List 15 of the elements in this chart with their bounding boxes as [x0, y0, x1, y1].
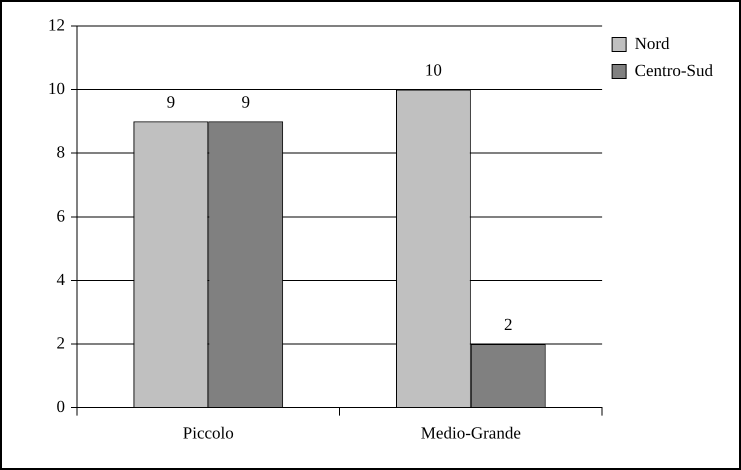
y-tick-label: 10: [48, 79, 65, 98]
y-tick-label: 0: [56, 397, 65, 416]
y-tick-label: 8: [56, 142, 65, 162]
data-label: 2: [504, 314, 512, 334]
y-tick-label: 4: [56, 270, 66, 289]
y-tick-label: 12: [48, 15, 65, 34]
legend-label: Centro-Sud: [634, 60, 714, 80]
data-label: 10: [424, 60, 442, 80]
y-tick-label: 2: [56, 333, 65, 352]
data-label: 9: [241, 92, 250, 112]
x-tick-label: Piccolo: [182, 423, 234, 442]
legend-label: Nord: [634, 34, 670, 53]
data-label: 9: [166, 92, 176, 112]
y-tick-label: 6: [56, 206, 65, 226]
x-tick-label: Medio-Grande: [420, 423, 521, 442]
